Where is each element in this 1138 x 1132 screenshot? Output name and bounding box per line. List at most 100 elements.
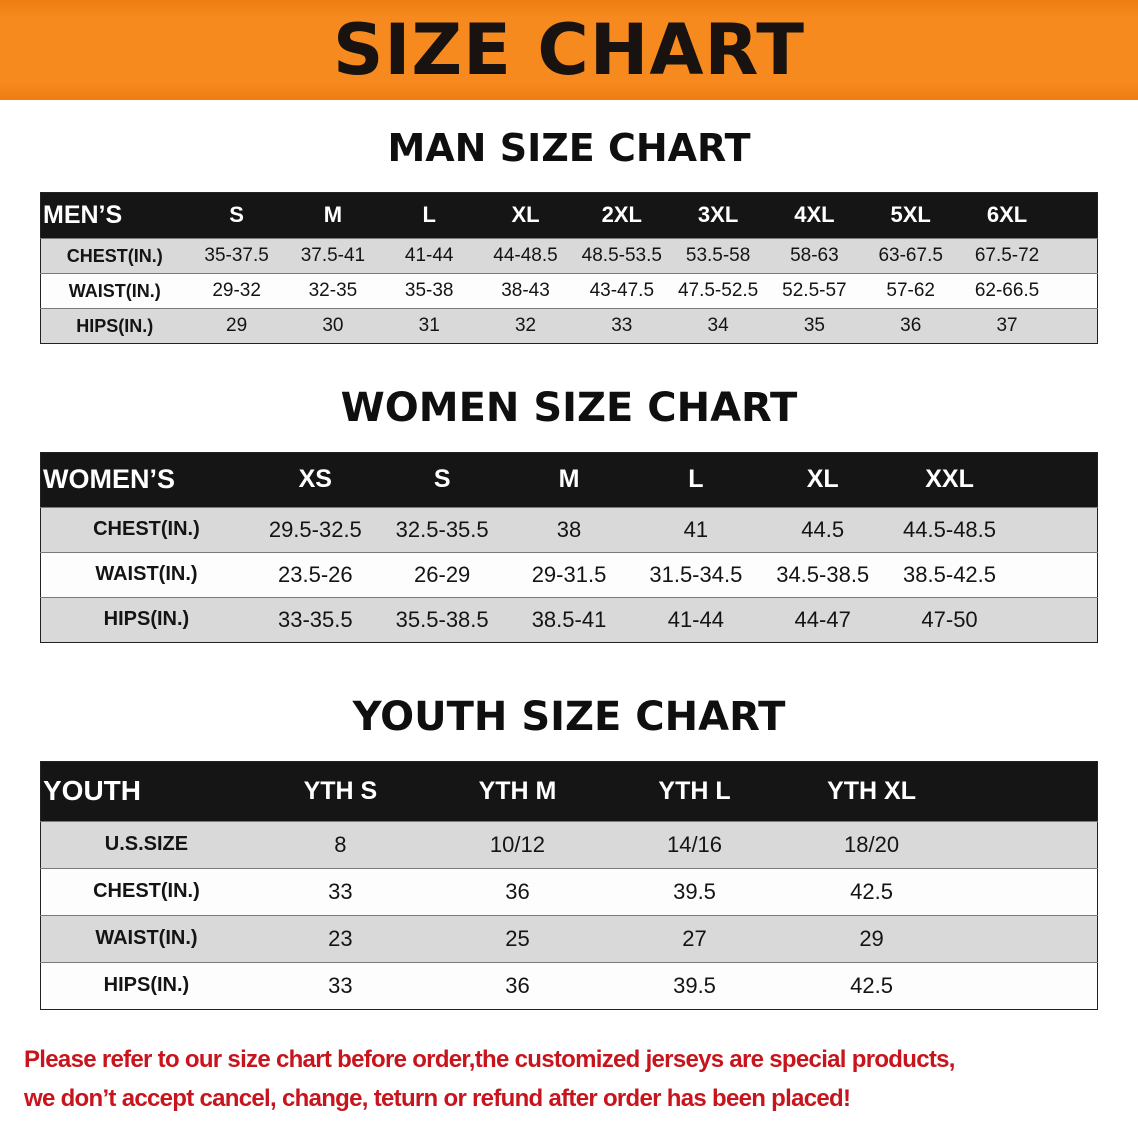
size-column-header: 6XL [958,192,1056,239]
measurement-value-cell: 34.5-38.5 [759,551,887,598]
measurement-value-cell: 29 [188,308,285,344]
measurement-value-cell: 23.5-26 [251,551,379,598]
measurement-value-cell: 31 [381,308,478,344]
filler-cell [1055,308,1098,344]
table-row: WAIST(IN.) 29-32 32-35 35-38 38-43 43-47.5 47.… [40,273,1098,309]
measurement-value-cell: 58-63 [766,238,863,274]
measurement-value-cell: 10/12 [428,820,606,869]
table-title-cell: MEN’S [40,192,189,239]
measurement-value-cell: 35.5-38.5 [378,596,506,643]
measurement-label-cell: HIPS(IN.) [40,596,252,643]
measurement-value-cell: 41-44 [632,596,760,643]
measurement-value-cell: 35-38 [381,273,478,309]
measurement-value-cell: 38 [505,506,633,553]
size-column-header: 4XL [766,192,863,239]
table-row: HIPS(IN.) 33 36 39.5 42.5 [40,961,1098,1010]
measurement-label-cell: WAIST(IN.) [40,273,189,309]
measurement-value-cell: 42.5 [783,961,961,1010]
measurement-value-cell: 63-67.5 [862,238,959,274]
size-column-header: M [284,192,382,239]
page-title: SIZE CHART [332,9,806,91]
measurement-value-cell: 38-43 [477,273,574,309]
size-column-header: XL [759,452,887,508]
measurement-value-cell: 42.5 [783,867,961,916]
table-header-row: YOUTH YTH S YTH M YTH L YTH XL [40,761,1098,822]
filler-cell [960,761,1098,822]
measurement-value-cell: 31.5-34.5 [632,551,760,598]
measurement-value-cell: 36 [428,961,606,1010]
measurement-value-cell: 35-37.5 [188,238,285,274]
filler-cell [960,820,1098,869]
measurement-label-cell: HIPS(IN.) [40,308,189,344]
measurement-value-cell: 44.5-48.5 [886,506,1013,553]
measurement-value-cell: 41-44 [381,238,478,274]
measurement-value-cell: 29-32 [188,273,285,309]
measurement-value-cell: 33 [251,961,429,1010]
measurement-value-cell: 37 [958,308,1056,344]
size-table: MEN’S S M L XL 2XL 3XL 4XL 5XL 6XL CHEST(IN.) 35-37… [40,191,1098,345]
measurement-value-cell: 37.5-41 [284,238,382,274]
table-row: HIPS(IN.) 33-35.5 35.5-38.5 38.5-41 41-44 44-… [40,596,1098,643]
filler-cell [960,914,1098,963]
measurement-value-cell: 25 [428,914,606,963]
filler-cell [1055,273,1098,309]
measurement-value-cell: 44.5 [759,506,887,553]
measurement-value-cell: 47.5-52.5 [669,273,767,309]
size-column-header: L [381,192,478,239]
measurement-value-cell: 32.5-35.5 [378,506,506,553]
measurement-value-cell: 23 [251,914,429,963]
table-row: U.S.SIZE 8 10/12 14/16 18/20 [40,820,1098,869]
size-column-header: S [188,192,285,239]
measurement-value-cell: 67.5-72 [958,238,1056,274]
size-column-header: YTH M [428,761,606,822]
measurement-label-cell: WAIST(IN.) [40,914,252,963]
measurement-value-cell: 48.5-53.5 [573,238,670,274]
measurement-value-cell: 33-35.5 [251,596,379,643]
size-column-header: 2XL [573,192,670,239]
filler-cell [1012,596,1098,643]
measurement-value-cell: 53.5-58 [669,238,767,274]
men-size-chart-section: MAN SIZE CHART MEN’S S M L XL 2XL 3XL 4XL 5XL 6XL… [0,127,1138,345]
measurement-label-cell: CHEST(IN.) [40,238,189,274]
measurement-value-cell: 44-48.5 [477,238,574,274]
measurement-value-cell: 36 [862,308,959,344]
measurement-value-cell: 34 [669,308,767,344]
measurement-value-cell: 29.5-32.5 [251,506,379,553]
table-row: HIPS(IN.) 29 30 31 32 33 34 35 36 37 [40,308,1098,344]
measurement-label-cell: U.S.SIZE [40,820,252,869]
measurement-value-cell: 33 [251,867,429,916]
measurement-value-cell: 33 [573,308,670,344]
women-section-heading: WOMEN SIZE CHART [340,385,798,432]
table-header-row: WOMEN’S XS S M L XL XXL [40,452,1098,508]
size-column-header: XXL [886,452,1013,508]
measurement-value-cell: 57-62 [862,273,959,309]
measurement-label-cell: CHEST(IN.) [40,506,252,553]
size-table: WOMEN’S XS S M L XL XXL CHEST(IN.) 29.5-32.5 32.5… [40,452,1098,643]
measurement-value-cell: 14/16 [605,820,784,869]
youth-section-heading: YOUTH SIZE CHART [352,693,786,740]
measurement-value-cell: 27 [605,914,784,963]
table-row: CHEST(IN.) 35-37.5 37.5-41 41-44 44-48.5 48.5… [40,238,1098,274]
measurement-value-cell: 30 [284,308,382,344]
size-column-header: YTH L [605,761,784,822]
disclaimer-line-1: Please refer to our size chart before or… [24,1045,955,1073]
table-row: CHEST(IN.) 33 36 39.5 42.5 [40,867,1098,916]
measurement-value-cell: 62-66.5 [958,273,1056,309]
measurement-value-cell: 29 [783,914,961,963]
measurement-value-cell: 39.5 [605,961,784,1010]
size-column-header: S [378,452,506,508]
measurement-value-cell: 41 [632,506,760,553]
size-table: YOUTH YTH S YTH M YTH L YTH XL U.S.SIZE 8 10/12… [40,760,1098,1010]
filler-cell [1012,551,1098,598]
measurement-value-cell: 26-29 [378,551,506,598]
table-title-cell: WOMEN’S [40,452,252,508]
size-column-header: M [505,452,633,508]
table-header-row: MEN’S S M L XL 2XL 3XL 4XL 5XL 6XL [40,192,1098,239]
filler-cell [1055,238,1098,274]
measurement-value-cell: 47-50 [886,596,1013,643]
filler-cell [1012,506,1098,553]
measurement-value-cell: 38.5-41 [505,596,633,643]
measurement-value-cell: 52.5-57 [766,273,863,309]
measurement-value-cell: 35 [766,308,863,344]
